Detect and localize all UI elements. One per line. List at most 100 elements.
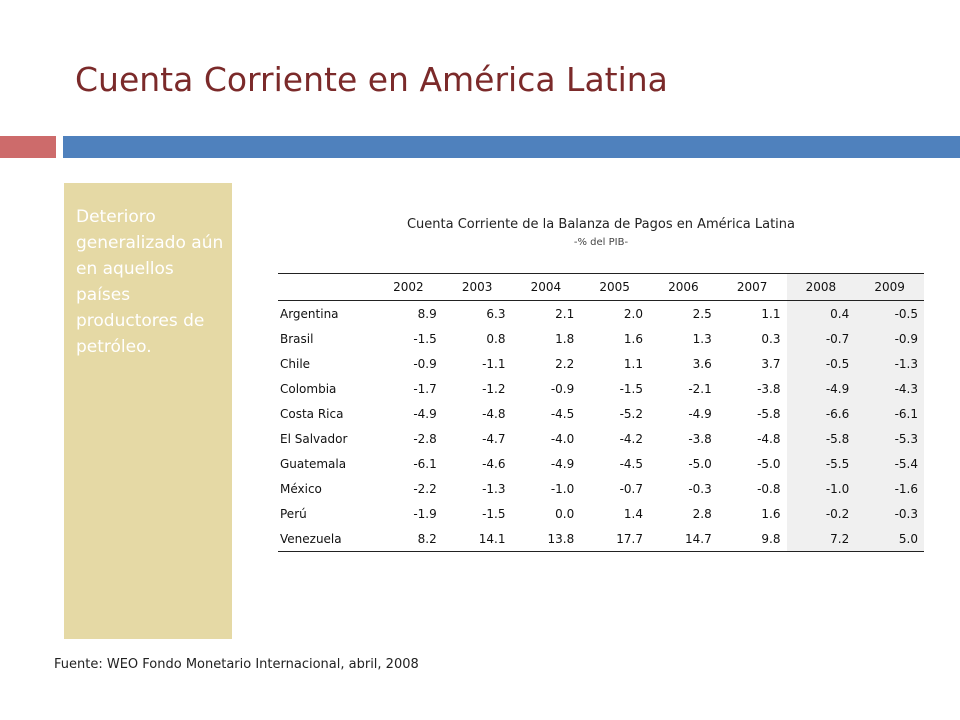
value-cell: 2.5 [692, 306, 712, 321]
value-cell: -6.1 [855, 401, 924, 426]
value-cell: 8.9 [417, 306, 437, 321]
value-cell: 1.3 [692, 331, 712, 346]
value-cell: -6.1 [413, 456, 437, 471]
value-cell: -4.8 [482, 406, 506, 421]
value-cell: -4.7 [482, 431, 506, 446]
value-cell: 1.6 [623, 331, 643, 346]
value-cell: -4.9 [688, 406, 712, 421]
value-cell: 2.1 [555, 306, 575, 321]
value-cell: -1.7 [413, 381, 437, 396]
value-cell: -2.2 [413, 481, 437, 496]
value-cell: -0.9 [550, 381, 575, 396]
value-cell: 3.7 [761, 356, 781, 371]
table-row: Perú -1.9 -1.5 0.0 1.4 2.8 1.6 -0.2 -0.3 [278, 501, 924, 526]
value-cell: -4.6 [482, 456, 506, 471]
value-cell: 0.3 [761, 331, 781, 346]
country-cell: Brasil [280, 331, 314, 346]
table-row: Chile -0.9 -1.1 2.2 1.1 3.6 3.7 -0.5 -1.3 [278, 351, 924, 376]
value-cell: 17.7 [580, 526, 649, 552]
value-cell: -0.9 [855, 326, 924, 351]
country-cell: Chile [280, 356, 311, 371]
value-cell: -5.4 [855, 451, 924, 476]
value-cell: -0.8 [757, 481, 781, 496]
value-cell: 9.8 [717, 526, 787, 552]
table-subtitle: -% del PIB- [573, 237, 629, 248]
table-row: Venezuela 8.2 14.1 13.8 17.7 14.7 9.8 7.2 5.0 [278, 526, 924, 552]
value-cell: -1.9 [413, 506, 437, 521]
value-cell: -4.3 [855, 376, 924, 401]
table-row: Brasil -1.5 0.8 1.8 1.6 1.3 0.3 -0.7 -0.9 [278, 326, 924, 351]
table-row: Guatemala -6.1 -4.6 -4.9 -4.5 -5.0 -5.0 -5.5 -5.… [278, 451, 924, 476]
value-cell: -0.3 [688, 481, 712, 496]
value-cell: -1.0 [786, 476, 856, 501]
value-cell: -0.7 [619, 481, 643, 496]
table-row: Argentina 8.9 6.3 2.1 2.0 2.5 1.1 0.4 -0.5 [278, 300, 924, 326]
value-cell: -0.2 [786, 501, 856, 526]
country-cell: El Salvador [280, 431, 348, 446]
value-cell: -1.2 [482, 381, 506, 396]
value-cell: 13.8 [511, 526, 581, 552]
accent-bar-red [0, 136, 56, 158]
value-cell: 5.0 [855, 526, 924, 552]
value-cell: -4.9 [550, 456, 575, 471]
header-year: 2006 [649, 273, 718, 301]
value-cell: -5.8 [786, 426, 856, 451]
value-cell: -4.9 [786, 376, 856, 401]
header-year: 2008 [786, 273, 856, 301]
value-cell: -6.6 [786, 401, 856, 426]
header-year: 2002 [374, 273, 443, 301]
value-cell: -1.1 [482, 356, 506, 371]
accent-bar-blue [63, 136, 960, 158]
value-cell: -2.8 [413, 431, 437, 446]
current-account-table: 2002 2003 2004 2005 2006 2007 2008 2009 … [278, 273, 924, 552]
country-cell: Venezuela [278, 526, 374, 552]
value-cell: 0.8 [486, 331, 506, 346]
value-cell: 1.4 [623, 506, 643, 521]
table-row: Costa Rica -4.9 -4.8 -4.5 -5.2 -4.9 -5.8 -6.6 -6… [278, 401, 924, 426]
value-cell: 0.4 [786, 300, 856, 326]
value-cell: 7.2 [786, 526, 856, 552]
country-cell: Guatemala [280, 456, 347, 471]
country-cell: México [280, 481, 322, 496]
value-cell: 1.1 [623, 356, 643, 371]
country-cell: Perú [280, 506, 307, 521]
value-cell: 2.8 [692, 506, 712, 521]
country-cell: Colombia [280, 381, 337, 396]
value-cell: -4.0 [550, 431, 575, 446]
value-cell: -3.8 [688, 431, 712, 446]
value-cell: -4.5 [619, 456, 643, 471]
value-cell: -0.9 [413, 356, 437, 371]
side-note-text: Deterioro generalizado aún en aquellos p… [76, 207, 224, 357]
value-cell: -3.8 [757, 381, 781, 396]
value-cell: -1.5 [619, 381, 643, 396]
header-year: 2003 [442, 273, 512, 301]
value-cell: -4.9 [413, 406, 437, 421]
value-cell: -1.5 [482, 506, 506, 521]
table-row: México -2.2 -1.3 -1.0 -0.7 -0.3 -0.8 -1.0 -1.6 [278, 476, 924, 501]
value-cell: -4.8 [757, 431, 781, 446]
value-cell: -1.5 [413, 331, 437, 346]
side-note-box: Deterioro generalizado aún en aquellos p… [64, 183, 232, 639]
value-cell: -0.5 [855, 300, 924, 326]
value-cell: 14.1 [442, 526, 512, 552]
value-cell: -5.5 [786, 451, 856, 476]
value-cell: -1.3 [855, 351, 924, 376]
value-cell: 2.0 [623, 306, 643, 321]
value-cell: -5.0 [688, 456, 712, 471]
value-cell: 1.6 [761, 506, 781, 521]
value-cell: -4.2 [619, 431, 643, 446]
value-cell: -0.5 [786, 351, 856, 376]
value-cell: 0.0 [555, 506, 575, 521]
value-cell: -0.3 [855, 501, 924, 526]
value-cell: -1.6 [855, 476, 924, 501]
value-cell: -5.3 [855, 426, 924, 451]
value-cell: 6.3 [486, 306, 506, 321]
value-cell: 14.7 [649, 526, 718, 552]
value-cell: -4.5 [550, 406, 575, 421]
country-cell: Argentina [280, 306, 339, 321]
header-year: 2009 [855, 273, 924, 301]
value-cell: -5.2 [619, 406, 643, 421]
value-cell: 8.2 [374, 526, 443, 552]
table-body: Argentina 8.9 6.3 2.1 2.0 2.5 1.1 0.4 -0.5 Brasil… [278, 300, 924, 552]
value-cell: -2.1 [688, 381, 712, 396]
